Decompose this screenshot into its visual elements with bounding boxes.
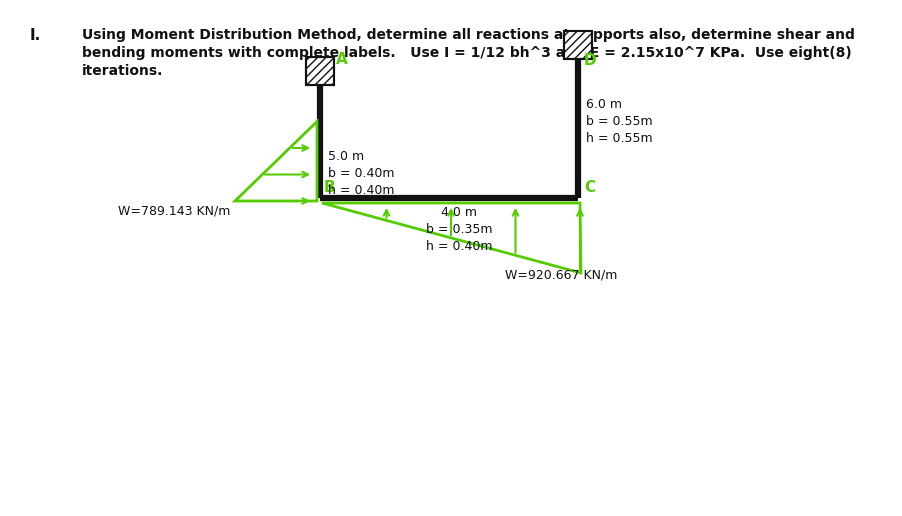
Bar (306, 56, 334, 85)
Text: A: A (336, 53, 347, 68)
Text: Using Moment Distribution Method, determine all reactions at supports also, dete: Using Moment Distribution Method, determ… (82, 28, 854, 42)
Bar (564, 31, 592, 59)
Text: C: C (584, 180, 594, 195)
Text: iterations.: iterations. (82, 64, 163, 78)
Text: 5.0 m
b = 0.40m
h = 0.40m: 5.0 m b = 0.40m h = 0.40m (327, 150, 394, 197)
Text: 4.0 m
b = 0.35m
h = 0.40m: 4.0 m b = 0.35m h = 0.40m (425, 206, 492, 253)
Text: D: D (584, 53, 596, 68)
Text: B: B (324, 180, 336, 195)
Bar (564, 31, 592, 59)
Text: W=920.667 KN/m: W=920.667 KN/m (504, 268, 616, 281)
Text: bending moments with complete labels.   Use I = 1/12 bh^3 and E = 2.15x10^7 KPa.: bending moments with complete labels. Us… (82, 46, 851, 60)
Text: I.: I. (30, 28, 41, 43)
Text: W=789.143 KN/m: W=789.143 KN/m (117, 204, 230, 218)
Bar (306, 56, 334, 85)
Text: 6.0 m
b = 0.55m
h = 0.55m: 6.0 m b = 0.55m h = 0.55m (585, 98, 652, 145)
